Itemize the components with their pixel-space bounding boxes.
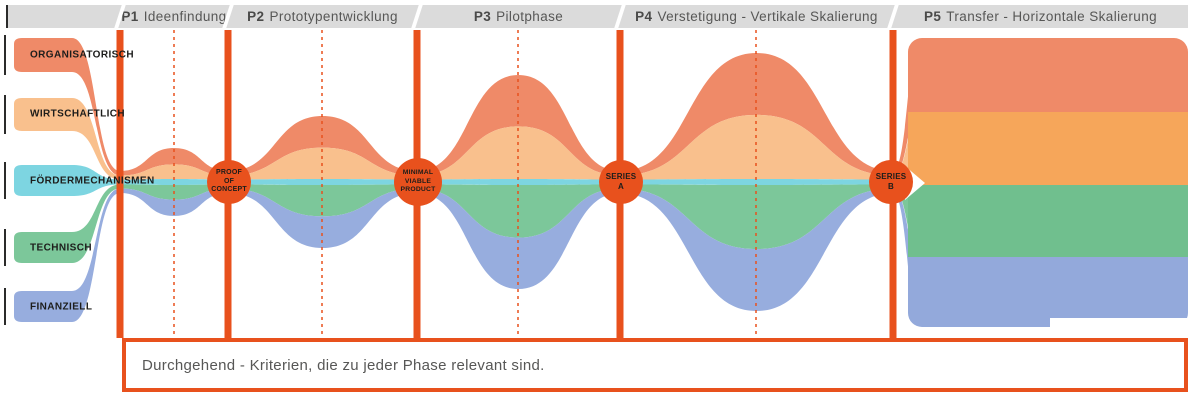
footer-note-box: Durchgehend - Kriterien, die zu jeder Ph… (122, 338, 1188, 392)
header-left-tick (6, 5, 8, 28)
p5-scaling-block (908, 38, 1188, 327)
phase-name: Pilotphase (496, 9, 564, 24)
phase-header-p5: P5 Transfer - Horizontale Skalierung (893, 5, 1188, 28)
phase-header-p3: P3 Pilotphase (417, 5, 620, 28)
band-tick (4, 95, 6, 134)
phase-midlines (173, 30, 757, 338)
band-tick (4, 35, 6, 75)
phase-name: Ideenfindung (143, 9, 227, 24)
criteria-label-technisch: TECHNISCH (30, 242, 92, 254)
phase-name: Transfer - Horizontale Skalierung (946, 9, 1158, 24)
criteria-label-foerdermechanismen: FÖRDERMECHANISMEN (30, 175, 155, 187)
band-tick (4, 288, 6, 325)
phase-header-p4: P4 Verstetigung - Vertikale Skalierung (620, 5, 893, 28)
phase-header-p1: P1 Ideenfindung (120, 5, 228, 28)
phase-tag: P2 (247, 9, 265, 24)
milestone-proof-of-concept: PROOF OF CONCEPT (207, 160, 251, 204)
milestone-series-b: SERIES B (869, 160, 913, 204)
phase-tag: P3 (473, 9, 492, 24)
band-tick (4, 229, 6, 266)
milestone-minimal-viable-product: MINIMAL VIABLE PRODUCT (394, 158, 442, 206)
band-tick (4, 162, 6, 199)
phase-tag: P4 (635, 9, 653, 24)
footer-note-text: Durchgehend - Kriterien, die zu jeder Ph… (142, 356, 545, 374)
criteria-label-organisatorisch: ORGANISATORISCH (30, 49, 134, 61)
phase-name: Verstetigung - Vertikale Skalierung (657, 9, 878, 24)
criteria-bands (14, 38, 120, 322)
phase-tag: P5 (923, 9, 942, 24)
phase-tag: P1 (121, 9, 139, 24)
milestone-series-a: SERIES A (599, 160, 643, 204)
phase-header-p2: P2 Prototypentwicklung (228, 5, 417, 28)
bottom-right-mask (1050, 318, 1190, 340)
criteria-label-wirtschaftlich: WIRTSCHAFTLICH (30, 108, 126, 120)
criteria-label-finanziell: FINANZIELL (30, 301, 93, 313)
phase-name: Prototypentwicklung (269, 9, 398, 24)
